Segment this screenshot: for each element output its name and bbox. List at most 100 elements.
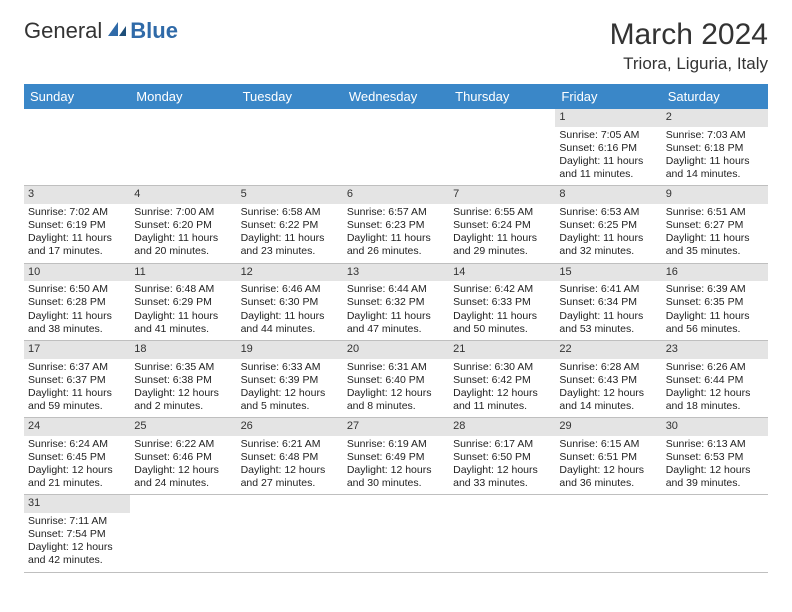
daylight-line: Daylight: 11 hours: [28, 387, 126, 400]
sunrise-line: Sunrise: 7:11 AM: [28, 515, 126, 528]
sunrise-line: Sunrise: 6:35 AM: [134, 361, 232, 374]
day-number: 20: [343, 341, 449, 359]
day-cell: 26Sunrise: 6:21 AMSunset: 6:48 PMDayligh…: [237, 418, 343, 494]
daylight-line: Daylight: 12 hours: [453, 387, 551, 400]
week-row: 24Sunrise: 6:24 AMSunset: 6:45 PMDayligh…: [24, 418, 768, 495]
daylight-line: and 24 minutes.: [134, 477, 232, 490]
sail-icon: [106, 18, 128, 44]
daylight-line: and 23 minutes.: [241, 245, 339, 258]
day-number: 10: [24, 264, 130, 282]
sunset-line: Sunset: 6:45 PM: [28, 451, 126, 464]
day-number: 3: [24, 186, 130, 204]
sunset-line: Sunset: 6:37 PM: [28, 374, 126, 387]
day-cell: 6Sunrise: 6:57 AMSunset: 6:23 PMDaylight…: [343, 186, 449, 262]
daylight-line: Daylight: 11 hours: [134, 232, 232, 245]
daylight-line: Daylight: 11 hours: [134, 310, 232, 323]
day-number: 2: [662, 109, 768, 127]
daylight-line: Daylight: 12 hours: [347, 464, 445, 477]
sunrise-line: Sunrise: 6:13 AM: [666, 438, 764, 451]
day-cell: 31Sunrise: 7:11 AMSunset: 7:54 PMDayligh…: [24, 495, 130, 571]
empty-cell: [237, 495, 343, 571]
day-cell: 13Sunrise: 6:44 AMSunset: 6:32 PMDayligh…: [343, 264, 449, 340]
day-number: 24: [24, 418, 130, 436]
daylight-line: and 39 minutes.: [666, 477, 764, 490]
day-number: 1: [555, 109, 661, 127]
day-cell: 1Sunrise: 7:05 AMSunset: 6:16 PMDaylight…: [555, 109, 661, 185]
sunrise-line: Sunrise: 6:46 AM: [241, 283, 339, 296]
week-row: 17Sunrise: 6:37 AMSunset: 6:37 PMDayligh…: [24, 341, 768, 418]
daylight-line: and 35 minutes.: [666, 245, 764, 258]
daylight-line: Daylight: 11 hours: [666, 232, 764, 245]
empty-cell: [555, 495, 661, 571]
week-row: 10Sunrise: 6:50 AMSunset: 6:28 PMDayligh…: [24, 264, 768, 341]
empty-cell: [343, 495, 449, 571]
sunset-line: Sunset: 6:29 PM: [134, 296, 232, 309]
day-cell: 23Sunrise: 6:26 AMSunset: 6:44 PMDayligh…: [662, 341, 768, 417]
sunset-line: Sunset: 6:49 PM: [347, 451, 445, 464]
day-cell: 3Sunrise: 7:02 AMSunset: 6:19 PMDaylight…: [24, 186, 130, 262]
day-cell: 4Sunrise: 7:00 AMSunset: 6:20 PMDaylight…: [130, 186, 236, 262]
day-number: 22: [555, 341, 661, 359]
logo-text-blue: Blue: [130, 18, 178, 44]
daylight-line: and 14 minutes.: [666, 168, 764, 181]
day-cell: 24Sunrise: 6:24 AMSunset: 6:45 PMDayligh…: [24, 418, 130, 494]
sunrise-line: Sunrise: 6:41 AM: [559, 283, 657, 296]
day-number: 25: [130, 418, 236, 436]
sunset-line: Sunset: 6:44 PM: [666, 374, 764, 387]
day-cell: 16Sunrise: 6:39 AMSunset: 6:35 PMDayligh…: [662, 264, 768, 340]
daylight-line: Daylight: 11 hours: [28, 232, 126, 245]
daylight-line: Daylight: 12 hours: [559, 464, 657, 477]
daylight-line: Daylight: 11 hours: [666, 310, 764, 323]
title-area: March 2024 Triora, Liguria, Italy: [610, 18, 768, 74]
weekday-header: Wednesday: [343, 84, 449, 109]
sunrise-line: Sunrise: 6:50 AM: [28, 283, 126, 296]
sunset-line: Sunset: 6:48 PM: [241, 451, 339, 464]
sunset-line: Sunset: 6:35 PM: [666, 296, 764, 309]
daylight-line: Daylight: 12 hours: [453, 464, 551, 477]
day-number: 4: [130, 186, 236, 204]
day-number: 23: [662, 341, 768, 359]
sunrise-line: Sunrise: 6:33 AM: [241, 361, 339, 374]
day-cell: 22Sunrise: 6:28 AMSunset: 6:43 PMDayligh…: [555, 341, 661, 417]
sunrise-line: Sunrise: 6:57 AM: [347, 206, 445, 219]
daylight-line: Daylight: 11 hours: [559, 310, 657, 323]
sunrise-line: Sunrise: 7:00 AM: [134, 206, 232, 219]
sunset-line: Sunset: 6:42 PM: [453, 374, 551, 387]
sunrise-line: Sunrise: 6:30 AM: [453, 361, 551, 374]
day-number: 19: [237, 341, 343, 359]
weekday-header: Thursday: [449, 84, 555, 109]
sunrise-line: Sunrise: 6:58 AM: [241, 206, 339, 219]
day-cell: 14Sunrise: 6:42 AMSunset: 6:33 PMDayligh…: [449, 264, 555, 340]
daylight-line: Daylight: 12 hours: [28, 541, 126, 554]
daylight-line: and 42 minutes.: [28, 554, 126, 567]
location: Triora, Liguria, Italy: [610, 54, 768, 74]
sunrise-line: Sunrise: 6:51 AM: [666, 206, 764, 219]
daylight-line: and 59 minutes.: [28, 400, 126, 413]
sunset-line: Sunset: 6:27 PM: [666, 219, 764, 232]
daylight-line: and 14 minutes.: [559, 400, 657, 413]
weekday-header: Tuesday: [237, 84, 343, 109]
daylight-line: Daylight: 11 hours: [453, 232, 551, 245]
day-cell: 15Sunrise: 6:41 AMSunset: 6:34 PMDayligh…: [555, 264, 661, 340]
daylight-line: and 18 minutes.: [666, 400, 764, 413]
daylight-line: Daylight: 12 hours: [347, 387, 445, 400]
sunrise-line: Sunrise: 6:55 AM: [453, 206, 551, 219]
week-row: 1Sunrise: 7:05 AMSunset: 6:16 PMDaylight…: [24, 109, 768, 186]
logo-text-general: General: [24, 18, 102, 44]
daylight-line: and 17 minutes.: [28, 245, 126, 258]
day-cell: 5Sunrise: 6:58 AMSunset: 6:22 PMDaylight…: [237, 186, 343, 262]
sunrise-line: Sunrise: 6:42 AM: [453, 283, 551, 296]
day-cell: 9Sunrise: 6:51 AMSunset: 6:27 PMDaylight…: [662, 186, 768, 262]
day-cell: 20Sunrise: 6:31 AMSunset: 6:40 PMDayligh…: [343, 341, 449, 417]
sunset-line: Sunset: 6:43 PM: [559, 374, 657, 387]
daylight-line: and 8 minutes.: [347, 400, 445, 413]
day-cell: 28Sunrise: 6:17 AMSunset: 6:50 PMDayligh…: [449, 418, 555, 494]
daylight-line: and 44 minutes.: [241, 323, 339, 336]
sunset-line: Sunset: 6:40 PM: [347, 374, 445, 387]
sunset-line: Sunset: 6:16 PM: [559, 142, 657, 155]
empty-cell: [24, 109, 130, 185]
empty-cell: [343, 109, 449, 185]
sunset-line: Sunset: 6:23 PM: [347, 219, 445, 232]
daylight-line: and 56 minutes.: [666, 323, 764, 336]
weekday-header-row: Sunday Monday Tuesday Wednesday Thursday…: [24, 84, 768, 109]
